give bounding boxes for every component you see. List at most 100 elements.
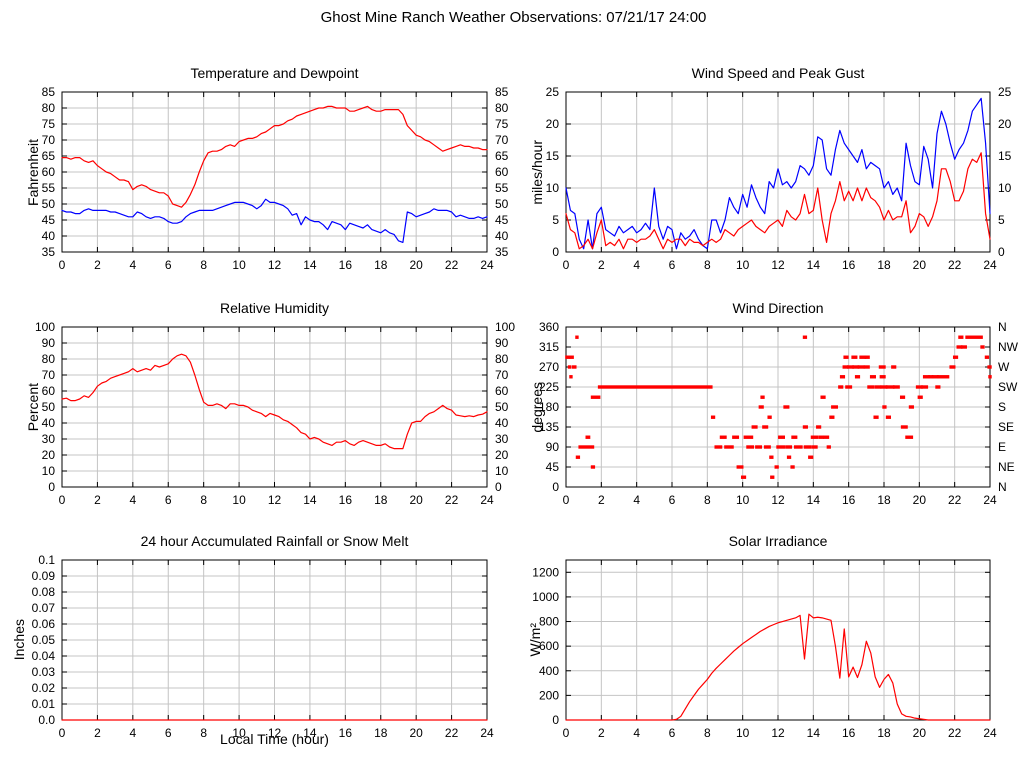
svg-text:E: E bbox=[998, 440, 1006, 454]
svg-text:0: 0 bbox=[563, 726, 570, 740]
svg-text:400: 400 bbox=[539, 664, 559, 678]
y-axis-label-fahrenheit: Fahrenheit bbox=[24, 92, 42, 252]
svg-text:2: 2 bbox=[94, 726, 101, 740]
svg-text:0: 0 bbox=[563, 493, 570, 507]
svg-text:20: 20 bbox=[409, 493, 423, 507]
svg-text:0.03: 0.03 bbox=[32, 665, 56, 679]
svg-text:4: 4 bbox=[129, 726, 136, 740]
svg-text:0.09: 0.09 bbox=[32, 569, 56, 583]
svg-text:10: 10 bbox=[736, 493, 750, 507]
y-axis-label-text: Fahrenheit bbox=[25, 138, 41, 206]
svg-text:200: 200 bbox=[539, 688, 559, 702]
svg-text:20: 20 bbox=[409, 726, 423, 740]
svg-text:60: 60 bbox=[495, 384, 509, 398]
svg-text:20: 20 bbox=[913, 726, 927, 740]
svg-text:0: 0 bbox=[552, 713, 559, 727]
svg-text:12: 12 bbox=[268, 493, 282, 507]
svg-text:65: 65 bbox=[42, 149, 56, 163]
svg-text:135: 135 bbox=[539, 420, 559, 434]
svg-text:0.1: 0.1 bbox=[38, 553, 55, 567]
svg-text:20: 20 bbox=[998, 117, 1012, 131]
svg-text:16: 16 bbox=[339, 258, 353, 272]
svg-text:90: 90 bbox=[546, 440, 560, 454]
svg-text:0: 0 bbox=[48, 480, 55, 494]
svg-text:80: 80 bbox=[42, 352, 56, 366]
svg-text:6: 6 bbox=[165, 726, 172, 740]
svg-text:2: 2 bbox=[598, 726, 605, 740]
svg-text:40: 40 bbox=[495, 229, 509, 243]
svg-text:6: 6 bbox=[165, 258, 172, 272]
svg-text:85: 85 bbox=[42, 85, 56, 99]
svg-text:18: 18 bbox=[374, 726, 388, 740]
svg-text:0: 0 bbox=[59, 726, 66, 740]
svg-text:55: 55 bbox=[42, 181, 56, 195]
svg-text:N: N bbox=[998, 320, 1007, 334]
svg-text:14: 14 bbox=[807, 258, 821, 272]
svg-text:20: 20 bbox=[546, 117, 560, 131]
svg-text:10: 10 bbox=[546, 181, 560, 195]
y-axis-label-text: miles/hour bbox=[529, 139, 545, 205]
svg-text:0.04: 0.04 bbox=[32, 649, 56, 663]
svg-text:85: 85 bbox=[495, 85, 509, 99]
svg-text:22: 22 bbox=[948, 493, 962, 507]
svg-text:15: 15 bbox=[546, 149, 560, 163]
svg-text:10: 10 bbox=[42, 464, 56, 478]
svg-text:35: 35 bbox=[495, 245, 509, 259]
svg-text:16: 16 bbox=[842, 258, 856, 272]
svg-text:18: 18 bbox=[877, 726, 891, 740]
svg-text:14: 14 bbox=[303, 493, 317, 507]
svg-text:40: 40 bbox=[42, 229, 56, 243]
chart-title-wind-direction: Wind Direction bbox=[732, 300, 824, 316]
svg-text:60: 60 bbox=[495, 165, 509, 179]
svg-text:18: 18 bbox=[374, 493, 388, 507]
svg-text:24: 24 bbox=[983, 493, 997, 507]
svg-text:S: S bbox=[998, 400, 1006, 414]
svg-text:12: 12 bbox=[771, 258, 785, 272]
svg-text:20: 20 bbox=[409, 258, 423, 272]
svg-text:24: 24 bbox=[480, 726, 494, 740]
y-axis-label-degrees: degrees bbox=[528, 327, 546, 487]
svg-text:14: 14 bbox=[303, 726, 317, 740]
svg-text:8: 8 bbox=[704, 493, 711, 507]
svg-text:6: 6 bbox=[669, 493, 676, 507]
svg-text:4: 4 bbox=[129, 493, 136, 507]
svg-text:12: 12 bbox=[268, 726, 282, 740]
svg-text:22: 22 bbox=[948, 258, 962, 272]
svg-text:2: 2 bbox=[598, 493, 605, 507]
svg-text:80: 80 bbox=[495, 352, 509, 366]
svg-text:10: 10 bbox=[736, 726, 750, 740]
chart-title-rainfall: 24 hour Accumulated Rainfall or Snow Mel… bbox=[140, 533, 409, 549]
y-axis-label-text: Percent bbox=[25, 382, 41, 432]
svg-text:24: 24 bbox=[480, 493, 494, 507]
svg-text:24: 24 bbox=[983, 726, 997, 740]
svg-text:18: 18 bbox=[877, 493, 891, 507]
svg-text:10: 10 bbox=[736, 258, 750, 272]
svg-text:10: 10 bbox=[232, 726, 246, 740]
svg-text:4: 4 bbox=[633, 726, 640, 740]
svg-text:60: 60 bbox=[42, 165, 56, 179]
svg-text:NW: NW bbox=[998, 340, 1019, 354]
svg-text:12: 12 bbox=[771, 493, 785, 507]
page-title: Ghost Mine Ranch Weather Observations: 0… bbox=[320, 9, 707, 26]
svg-text:6: 6 bbox=[669, 726, 676, 740]
svg-text:16: 16 bbox=[339, 726, 353, 740]
svg-text:5: 5 bbox=[552, 213, 559, 227]
svg-text:65: 65 bbox=[495, 149, 509, 163]
svg-text:8: 8 bbox=[704, 726, 711, 740]
svg-text:0: 0 bbox=[495, 480, 502, 494]
y-axis-label-text: W/m² bbox=[527, 623, 543, 657]
svg-text:12: 12 bbox=[771, 726, 785, 740]
svg-text:1000: 1000 bbox=[532, 590, 559, 604]
svg-text:25: 25 bbox=[546, 85, 560, 99]
svg-text:20: 20 bbox=[913, 493, 927, 507]
svg-text:90: 90 bbox=[495, 336, 509, 350]
svg-text:75: 75 bbox=[495, 117, 509, 131]
svg-text:16: 16 bbox=[842, 726, 856, 740]
chart-title-solar-irradiance: Solar Irradiance bbox=[728, 533, 828, 549]
svg-text:6: 6 bbox=[165, 493, 172, 507]
